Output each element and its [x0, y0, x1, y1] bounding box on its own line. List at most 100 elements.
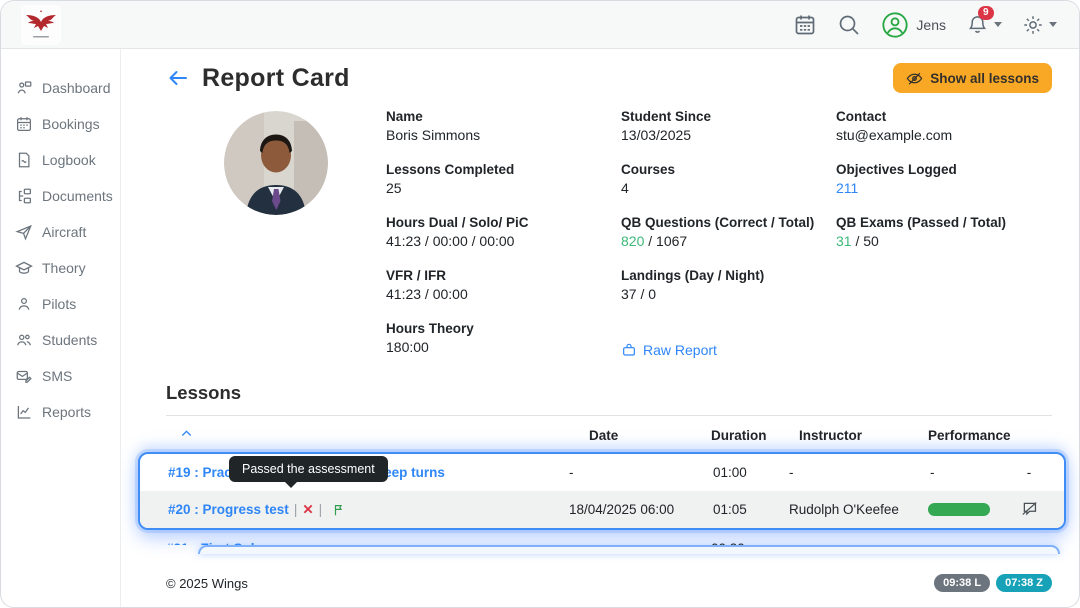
tooltip-passed-assessment: Passed the assessment — [229, 456, 388, 488]
column-header-instructor[interactable]: Instructor — [799, 427, 863, 443]
lesson-duration: 01:05 — [713, 502, 747, 517]
chevron-down-icon — [994, 22, 1002, 27]
sidebar-item-dashboard[interactable]: Dashboard — [1, 71, 120, 105]
eagle-logo-icon — [26, 9, 56, 37]
lesson-row-22-clipped[interactable]: #22 : Recovery from unusual attitudes 01… — [198, 545, 1060, 554]
lessons-table: Date Duration Instructor Performance Pas… — [138, 418, 1066, 554]
student-avatar — [224, 111, 328, 215]
copyright-text: © 2025 Wings — [166, 575, 248, 591]
separator: | — [293, 501, 298, 517]
show-all-lessons-label: Show all lessons — [930, 70, 1039, 86]
sidebar-item-label: Logbook — [42, 152, 96, 168]
aircraft-icon — [15, 224, 32, 241]
sidebar-item-pilots[interactable]: Pilots — [1, 287, 120, 321]
page-title: Report Card — [202, 63, 350, 92]
column-header-performance[interactable]: Performance — [928, 427, 1011, 443]
objectives-logged-link[interactable]: 211 — [836, 180, 859, 196]
field-vfr-ifr: VFR / IFR 41:23 / 00:00 — [386, 268, 468, 302]
failed-icon: ✕ — [302, 501, 314, 517]
field-contact: Contact stu@example.com — [836, 109, 953, 143]
documents-icon — [18, 188, 32, 204]
wings-logo[interactable] — [21, 4, 61, 45]
calendar-icon[interactable] — [793, 13, 817, 37]
field-lessons-completed: Lessons Completed 25 — [386, 162, 515, 196]
sidebar-item-theory[interactable]: Theory — [1, 251, 120, 285]
lesson-link[interactable]: #21 : First Solo — [166, 541, 263, 545]
lesson-row-21-clipped[interactable]: #21 : First Solo 00:30 — [166, 530, 1052, 545]
sidebar-item-documents[interactable]: Documents — [1, 179, 120, 213]
search-icon[interactable] — [837, 13, 861, 37]
pilot-icon — [18, 297, 30, 310]
column-header-date[interactable]: Date — [589, 427, 619, 443]
chart-icon — [17, 406, 31, 419]
sidebar-item-label: Documents — [42, 188, 113, 204]
local-time-badge: 09:38 L — [934, 574, 991, 592]
sidebar-item-reports[interactable]: Reports — [1, 395, 120, 429]
lesson-row-20[interactable]: #20 : Progress test | ✕ | 18/04/2025 06:00 … — [140, 491, 1064, 528]
field-qb-questions: QB Questions (Correct / Total) 820 / 106… — [621, 215, 815, 249]
calendar-icon — [16, 117, 32, 132]
sidebar-item-sms[interactable]: SMS — [1, 359, 120, 393]
sidebar-item-label: Reports — [42, 404, 92, 420]
raw-report-link[interactable]: Raw Report — [621, 321, 836, 358]
lesson-date: 18/04/2025 06:00 — [569, 502, 675, 517]
sidebar-item-label: Students — [42, 332, 98, 348]
sidebar-item-label: SMS — [42, 368, 73, 384]
sidebar-item-label: Dashboard — [42, 80, 111, 96]
back-arrow-icon — [169, 71, 187, 85]
gear-icon — [1024, 15, 1042, 34]
bell-icon — [969, 16, 986, 33]
chevron-down-icon — [1049, 22, 1057, 27]
graduation-cap-icon — [15, 261, 33, 274]
sidebar-item-logbook[interactable]: Logbook — [1, 143, 120, 177]
show-all-lessons-button[interactable]: Show all lessons — [893, 63, 1052, 93]
user-name: Jens — [916, 16, 946, 33]
sidebar-item-bookings[interactable]: Bookings — [1, 107, 120, 141]
field-hours-theory: Hours Theory 180:00 — [386, 321, 474, 355]
eye-slash-icon — [906, 72, 923, 85]
notification-badge: 9 — [978, 6, 994, 20]
lesson-link[interactable]: #20 : Progress test — [168, 501, 289, 517]
sidebar-item-label: Bookings — [42, 116, 100, 132]
topbar: Jens 9 — [1, 1, 1079, 49]
sidebar-item-label: Theory — [42, 260, 86, 276]
sort-ascending-icon[interactable] — [166, 427, 551, 443]
field-objectives-logged: Objectives Logged 211 — [836, 162, 957, 196]
field-qb-exams: QB Exams (Passed / Total) 31 / 50 — [836, 215, 1007, 249]
lesson-duration: 01:00 — [713, 465, 747, 480]
sidebar-item-students[interactable]: Students — [1, 323, 120, 357]
field-landings: Landings (Day / Night) 37 / 0 — [621, 268, 765, 302]
students-icon — [17, 334, 31, 346]
sidebar: Dashboard Bookings Logbook Documents — [1, 49, 121, 607]
settings-menu[interactable] — [1022, 14, 1057, 36]
column-header-duration[interactable]: Duration — [711, 427, 767, 443]
briefcase-icon — [623, 343, 635, 356]
sidebar-item-label: Pilots — [42, 296, 77, 312]
notifications-menu[interactable]: 9 — [966, 6, 1002, 36]
lesson-action: - — [1026, 465, 1032, 480]
logbook-icon — [18, 152, 30, 168]
lesson-instructor: - — [789, 465, 794, 480]
separator: | — [318, 501, 323, 517]
back-button[interactable] — [166, 66, 190, 90]
footer: © 2025 Wings 09:38 L 07:38 Z — [166, 574, 1052, 607]
lessons-heading: Lessons — [166, 382, 242, 403]
lesson-duration: 00:30 — [701, 541, 773, 545]
lesson-instructor: Rudolph O'Keefee — [789, 502, 899, 517]
sidebar-item-aircraft[interactable]: Aircraft — [1, 215, 120, 249]
sms-icon — [16, 370, 32, 383]
main-content: Report Card Show all lessons — [121, 49, 1079, 607]
lessons-table-header: Date Duration Instructor Performance — [166, 418, 1052, 452]
field-courses: Courses 4 — [621, 162, 676, 196]
user-menu[interactable]: Jens — [881, 11, 946, 39]
user-avatar-icon — [882, 11, 909, 38]
performance-bar — [928, 503, 990, 516]
comment-slash-icon[interactable] — [1020, 499, 1039, 518]
field-hours-dual-solo-pic: Hours Dual / Solo/ PiC 41:23 / 00:00 / 0… — [386, 215, 529, 249]
field-student-since: Student Since 13/03/2025 — [621, 109, 712, 143]
flag-icon — [327, 503, 346, 517]
lesson-date: - — [569, 465, 574, 480]
zulu-time-badge: 07:38 Z — [996, 574, 1052, 592]
sidebar-item-label: Aircraft — [42, 224, 87, 240]
